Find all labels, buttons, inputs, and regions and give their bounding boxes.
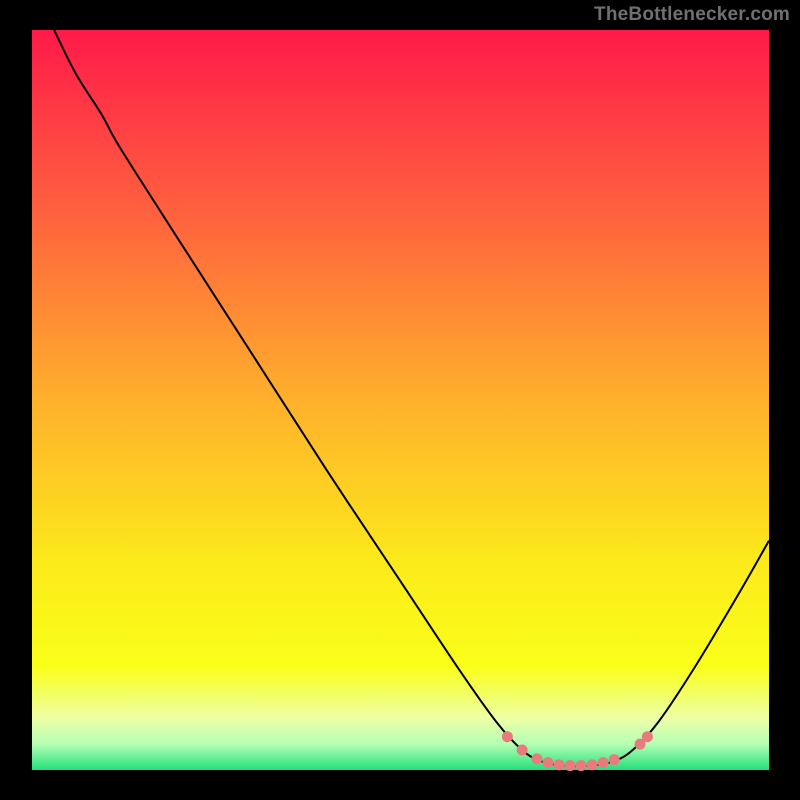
marker-point — [531, 753, 542, 764]
marker-point — [609, 754, 620, 765]
chart-svg — [0, 0, 800, 800]
marker-point — [587, 759, 598, 770]
marker-point — [576, 760, 587, 771]
marker-point — [542, 757, 553, 768]
marker-point — [642, 731, 653, 742]
marker-point — [553, 759, 564, 770]
plot-background — [32, 30, 769, 770]
watermark-text: TheBottlenecker.com — [594, 4, 790, 26]
marker-point — [598, 757, 609, 768]
marker-point — [517, 745, 528, 756]
marker-point — [565, 760, 576, 771]
marker-point — [502, 731, 513, 742]
chart-container: TheBottlenecker.com — [0, 0, 800, 800]
